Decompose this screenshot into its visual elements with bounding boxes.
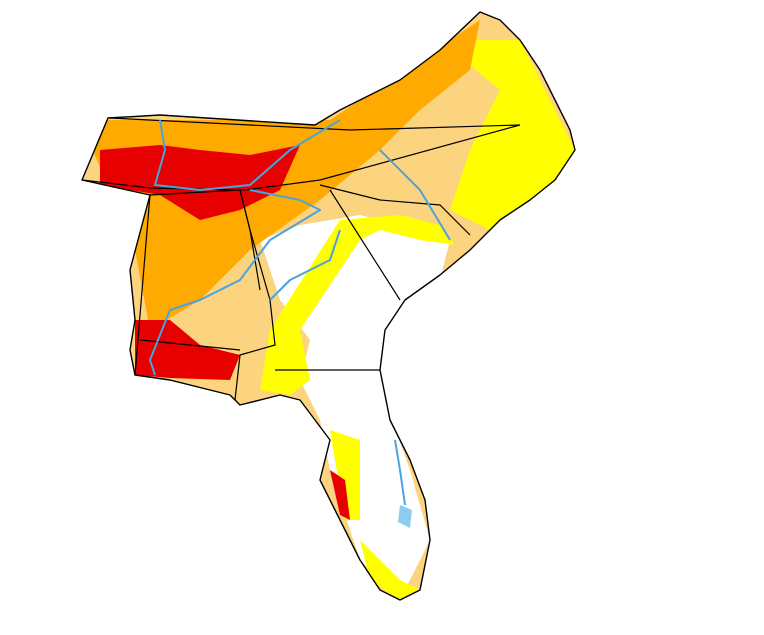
- region-outline: [81, 11, 576, 601]
- extreme-drought: [100, 145, 300, 220]
- river: [149, 189, 321, 376]
- state-border: [239, 189, 261, 291]
- lake: [398, 505, 412, 528]
- state-borders: [81, 117, 521, 401]
- river: [154, 119, 341, 191]
- state-border: [319, 184, 471, 236]
- abnormally-dry: [330, 430, 420, 600]
- river: [269, 229, 341, 301]
- no-drought: [260, 215, 450, 600]
- river: [379, 149, 451, 241]
- extreme-drought: [330, 470, 350, 520]
- abnormally-dry: [440, 40, 575, 230]
- rivers: [149, 119, 451, 506]
- state-border: [109, 117, 521, 131]
- river: [394, 439, 406, 506]
- state-border: [275, 189, 401, 371]
- state-border: [81, 124, 521, 191]
- extreme-drought: [135, 320, 240, 380]
- abnormally-dry: [260, 215, 455, 395]
